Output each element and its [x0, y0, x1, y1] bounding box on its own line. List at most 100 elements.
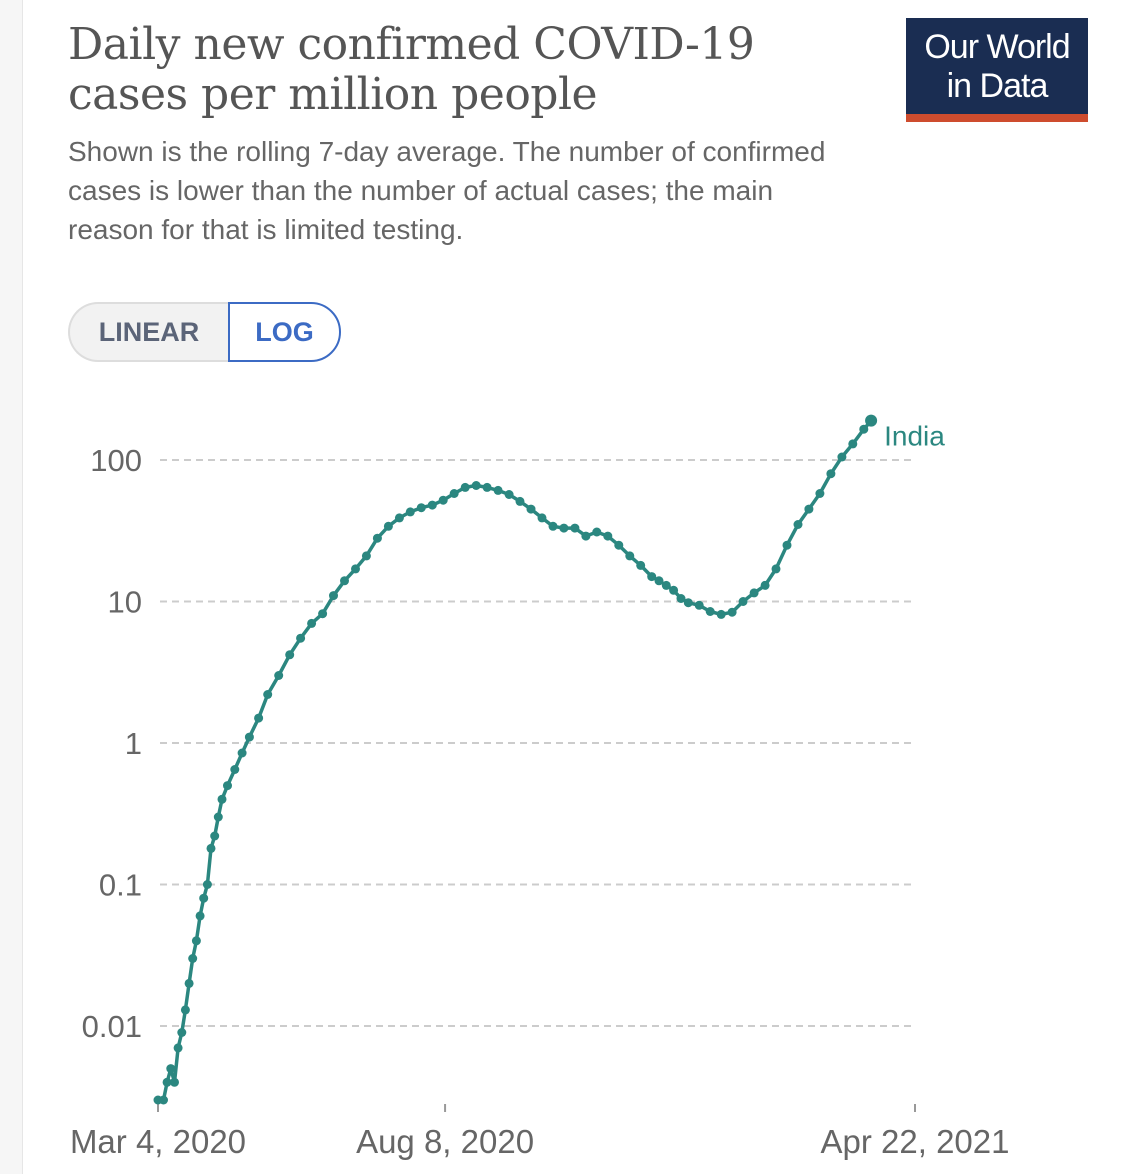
data-point: [815, 489, 825, 498]
data-point: [383, 521, 393, 531]
data-point: [188, 954, 198, 963]
data-point: [177, 1028, 187, 1037]
data-point: [263, 690, 273, 699]
series-label-india: India: [884, 421, 945, 452]
data-point: [285, 650, 295, 660]
data-point: [184, 978, 194, 988]
data-point: [482, 482, 492, 492]
data-point: [159, 1095, 168, 1105]
chart-title: Daily new confirmed COVID-19 cases per m…: [68, 19, 755, 120]
log-scale-button[interactable]: LOG: [228, 302, 341, 362]
data-point: [405, 507, 415, 517]
data-point: [654, 576, 664, 586]
data-point: [329, 591, 338, 601]
y-tick-label: 10: [108, 585, 142, 620]
data-point: [230, 765, 240, 774]
data-point: [661, 580, 671, 590]
data-point: [254, 713, 264, 723]
x-tick-label: Aug 8, 2020: [356, 1123, 534, 1160]
data-point: [438, 495, 448, 505]
data-point: [504, 490, 514, 499]
data-point: [804, 504, 814, 514]
data-point: [705, 607, 715, 616]
logo-line-2: in Data: [946, 67, 1049, 105]
data-point: [537, 513, 547, 523]
y-tick-label: 0.01: [82, 1009, 142, 1044]
data-point: [237, 748, 247, 758]
data-point: [191, 936, 201, 946]
data-point: [676, 594, 686, 603]
data-point: [307, 618, 317, 628]
data-point: [603, 531, 613, 541]
data-point: [361, 551, 371, 561]
y-tick-label: 100: [90, 443, 142, 478]
data-point: [570, 523, 580, 533]
data-point: [166, 1064, 176, 1074]
data-point: [213, 812, 223, 822]
data-point: [427, 500, 437, 510]
scale-toggle: LINEAR LOG: [68, 302, 341, 362]
data-point: [223, 781, 232, 791]
logo-line-1: Our World: [924, 28, 1070, 66]
owid-logo[interactable]: Our World in Data: [906, 18, 1088, 122]
data-point: [859, 424, 869, 434]
data-point: [694, 600, 704, 610]
data-point: [460, 482, 470, 492]
data-point: [173, 1043, 183, 1053]
data-point: [493, 485, 503, 495]
data-point: [625, 551, 635, 561]
data-point: [738, 597, 748, 606]
data-point: [195, 911, 205, 921]
y-tick-label: 0.1: [99, 868, 142, 903]
data-point: [727, 607, 737, 617]
series-end-point: [865, 414, 878, 427]
page-left-edge: [0, 0, 23, 1174]
data-point: [162, 1077, 172, 1087]
data-point: [217, 794, 227, 804]
data-point: [340, 576, 349, 586]
data-point: [170, 1077, 179, 1087]
data-point: [180, 1005, 190, 1015]
data-point: [515, 496, 525, 506]
data-point: [449, 489, 459, 498]
y-tick-label: 1: [125, 726, 142, 761]
data-point: [782, 540, 792, 550]
data-point: [526, 504, 536, 514]
data-point: [581, 531, 591, 541]
data-point: [592, 527, 602, 537]
data-point: [548, 521, 558, 531]
data-point: [683, 598, 693, 608]
data-point: [471, 481, 481, 490]
data-point: [793, 520, 803, 529]
data-point: [826, 469, 836, 479]
data-point: [372, 533, 382, 543]
data-point: [749, 588, 759, 598]
data-point: [351, 564, 360, 574]
data-point: [206, 843, 216, 853]
data-point: [760, 580, 770, 590]
data-point: [837, 452, 847, 462]
data-point: [559, 523, 569, 533]
data-point: [210, 831, 220, 841]
data-point: [716, 609, 726, 619]
data-point: [199, 893, 209, 903]
data-point: [244, 732, 254, 742]
chart-subtitle: Shown is the rolling 7-day average. The …: [68, 136, 826, 245]
data-point: [318, 609, 328, 619]
data-point: [669, 585, 679, 595]
data-point: [394, 513, 404, 523]
series-line-india: [156, 418, 873, 1102]
data-point: [296, 633, 306, 643]
data-point: [614, 540, 624, 550]
x-tick-label: Mar 4, 2020: [70, 1123, 246, 1160]
data-point: [416, 503, 426, 513]
x-tick-label: Apr 22, 2021: [821, 1123, 1010, 1160]
linear-scale-button[interactable]: LINEAR: [68, 302, 228, 362]
data-point: [771, 564, 781, 574]
data-point: [202, 880, 212, 889]
data-point: [647, 572, 657, 582]
data-point: [848, 439, 858, 449]
data-point: [274, 671, 284, 680]
data-point: [636, 560, 646, 570]
